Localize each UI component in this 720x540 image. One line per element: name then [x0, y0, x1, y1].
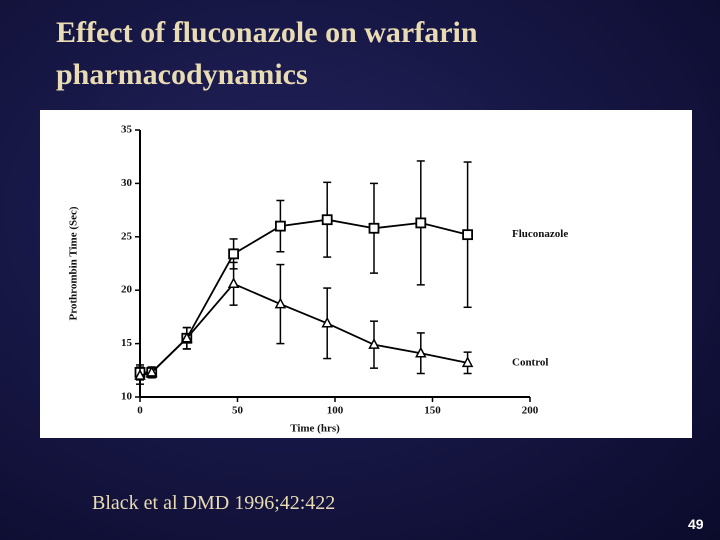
- series-line: [139, 282, 468, 377]
- marker: [228, 248, 240, 260]
- x-tick-label: 0: [137, 405, 143, 417]
- slide-title: Effect of fluconazole on warfarin pharma…: [56, 16, 478, 91]
- x-tick-label: 100: [327, 405, 344, 417]
- marker: [415, 217, 427, 229]
- legend-label: Fluconazole: [512, 228, 568, 240]
- marker: [227, 277, 240, 289]
- marker: [462, 229, 474, 241]
- x-tick-label: 200: [522, 405, 539, 417]
- x-axis-label: Time (hrs): [290, 423, 340, 435]
- marker: [321, 214, 333, 226]
- page-number: 49: [688, 516, 704, 532]
- x-tick-label: 50: [232, 405, 244, 417]
- y-tick-label: 25: [121, 230, 133, 242]
- chart: 10 15 20 25 30 35 0 50 100 150 200 Time (hrs) Prothr…: [40, 110, 692, 438]
- citation: Black et al DMD 1996;42:422: [92, 492, 336, 514]
- y-tick-label: 35: [121, 124, 133, 136]
- marker: [368, 338, 380, 349]
- marker: [368, 222, 380, 234]
- x-tick-label: 150: [424, 405, 441, 417]
- marker: [415, 346, 427, 358]
- marker: [274, 297, 287, 309]
- legend-label: Control: [512, 356, 548, 368]
- marker: [321, 316, 333, 328]
- marker: [181, 331, 193, 343]
- y-tick-label: 15: [121, 337, 133, 349]
- marker: [461, 356, 474, 368]
- marker: [134, 369, 146, 380]
- marker: [145, 365, 158, 377]
- y-tick-label: 10: [121, 391, 133, 403]
- y-axis-label: Prothrombin Time (Sec): [68, 206, 80, 320]
- y-tick-label: 20: [121, 284, 133, 296]
- marker: [274, 220, 286, 232]
- y-tick-label: 30: [121, 177, 133, 189]
